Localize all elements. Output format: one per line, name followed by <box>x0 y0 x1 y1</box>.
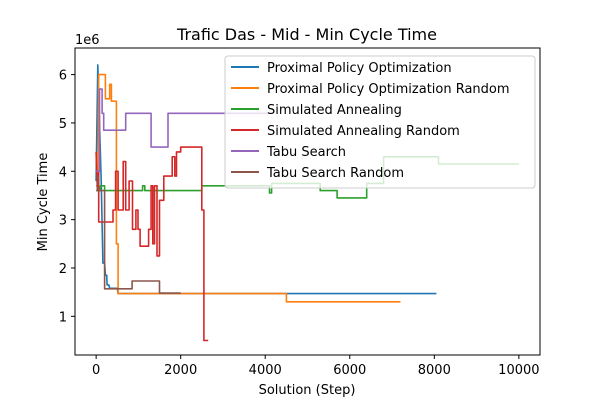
legend-label: Simulated Annealing Random <box>267 124 460 139</box>
x-tick-label: 2000 <box>164 363 197 378</box>
legend-label: Simulated Annealing <box>267 103 402 118</box>
legend-label: Tabu Search <box>266 145 346 160</box>
legend-label: Tabu Search Random <box>266 166 404 181</box>
x-tick-label: 10000 <box>498 363 539 378</box>
y-tick-label: 4 <box>59 165 67 180</box>
legend-box <box>224 55 536 189</box>
series-line-4 <box>95 146 209 342</box>
y-tick-label: 5 <box>59 117 67 132</box>
x-tick-label: 8000 <box>418 363 451 378</box>
x-axis-label: Solution (Step) <box>259 383 356 398</box>
y-tick-label: 1 <box>59 310 67 325</box>
x-tick-label: 6000 <box>333 363 366 378</box>
legend-label: Proximal Policy Optimization <box>267 61 452 76</box>
axis-ticks-group: 0 2000 4000 6000 8000 10000 1 2 3 4 5 6 <box>59 69 540 378</box>
x-tick-label: 4000 <box>249 363 282 378</box>
chart-title: Trafic Das - Mid - Min Cycle Time <box>176 25 437 44</box>
legend-label: Proximal Policy Optimization Random <box>267 82 510 97</box>
y-tick-label: 2 <box>59 262 67 277</box>
plot-frame <box>74 47 541 356</box>
series-line-6 <box>96 175 181 294</box>
series-line-5 <box>96 88 274 173</box>
legend: Proximal Policy Optimization Proximal Pol… <box>224 55 536 189</box>
y-tick-label: 3 <box>59 214 67 229</box>
y-axis-label: Min Cycle Time <box>36 153 51 252</box>
series-lines-group <box>95 64 519 342</box>
x-tick-label: 0 <box>92 363 100 378</box>
series-line-2 <box>96 73 401 303</box>
y-axis-offset-label: 1e6 <box>75 33 100 48</box>
y-tick-label: 6 <box>59 69 67 84</box>
